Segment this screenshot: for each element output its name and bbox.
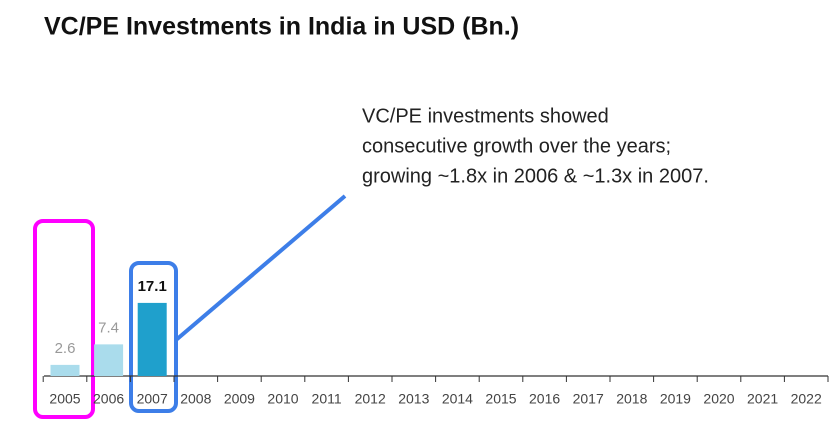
x-tick-label: 2017 bbox=[573, 391, 604, 407]
chart-title: VC/PE Investments in India in USD (Bn.) bbox=[44, 13, 519, 41]
bar bbox=[137, 302, 167, 376]
bar bbox=[50, 364, 80, 376]
x-tick-label: 2006 bbox=[93, 391, 124, 407]
annotation: VC/PE investments showed consecutive grow… bbox=[362, 105, 709, 187]
bar bbox=[94, 344, 124, 376]
x-tick-label: 2011 bbox=[312, 391, 342, 407]
annotation-line: VC/PE investments showed bbox=[362, 105, 609, 127]
highlight-box bbox=[129, 261, 178, 413]
x-tick-label: 2010 bbox=[267, 391, 298, 407]
x-tick-label: 2016 bbox=[529, 391, 560, 407]
x-tick-label: 2014 bbox=[442, 391, 473, 407]
x-tick-label: 2018 bbox=[616, 391, 647, 407]
x-tick-label: 2005 bbox=[49, 391, 80, 407]
highlight-box bbox=[33, 219, 95, 419]
x-tick-label: 2021 bbox=[747, 391, 778, 407]
x-tick-label: 2020 bbox=[703, 391, 734, 407]
x-tick-label: 2008 bbox=[180, 391, 211, 407]
x-tick-label: 2022 bbox=[791, 391, 822, 407]
callout-line bbox=[174, 194, 347, 342]
x-tick-label: 2012 bbox=[355, 391, 386, 407]
x-tick-label: 2019 bbox=[660, 391, 691, 407]
x-tick-label: 2007 bbox=[137, 391, 168, 407]
x-tick-label: 2009 bbox=[224, 391, 255, 407]
annotation-line: consecutive growth over the years; bbox=[362, 135, 671, 157]
x-tick-label: 2013 bbox=[398, 391, 429, 407]
data-label: 17.1 bbox=[138, 278, 167, 295]
data-label: 2.6 bbox=[55, 340, 76, 357]
annotation-line: growing ~1.8x in 2006 & ~1.3x in 2007. bbox=[362, 165, 709, 187]
x-tick-label: 2015 bbox=[485, 391, 516, 407]
data-label: 7.4 bbox=[98, 319, 119, 336]
